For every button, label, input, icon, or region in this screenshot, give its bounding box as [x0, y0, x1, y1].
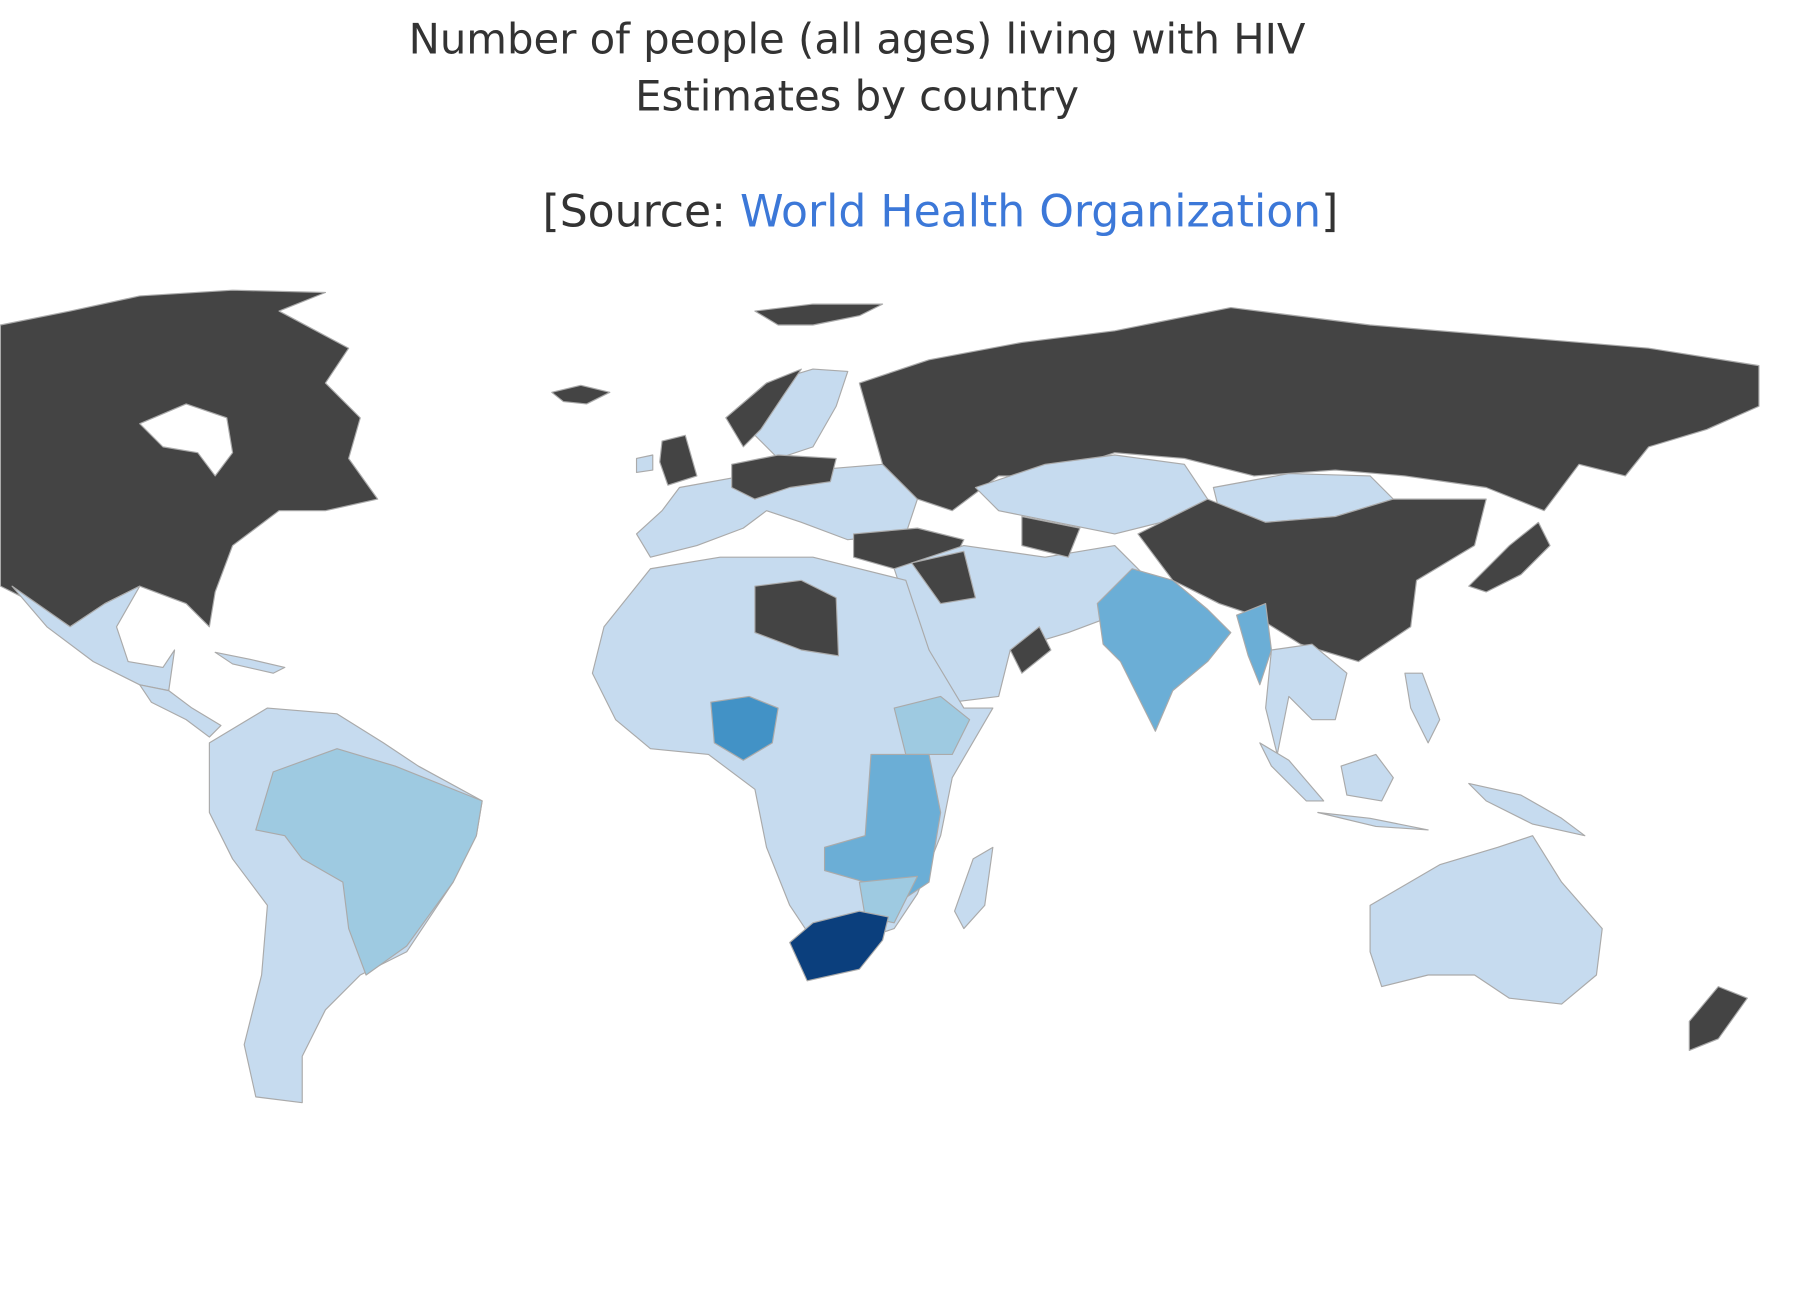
hudson-bay [139, 403, 234, 477]
source-prefix: [Source: [543, 186, 727, 237]
mexico [11, 585, 176, 692]
borneo [1340, 753, 1394, 802]
india [1096, 568, 1232, 732]
greenland [754, 303, 884, 326]
source-link[interactable]: World Health Organization [740, 186, 1321, 237]
japan [1468, 521, 1551, 593]
uk [659, 434, 698, 486]
madagascar [953, 846, 994, 930]
title: Number of people (all ages) living with … [409, 14, 1306, 63]
iceland [551, 384, 611, 405]
australia [1369, 835, 1603, 1005]
norway [725, 368, 802, 448]
caribbean [214, 651, 286, 674]
subtitle: Estimates by country [635, 71, 1079, 120]
oman [1009, 626, 1052, 674]
ireland [635, 454, 654, 473]
brazil [255, 748, 483, 976]
south-africa [789, 910, 889, 982]
china [1137, 498, 1487, 663]
new-zealand [1688, 986, 1748, 1052]
nigeria [710, 695, 779, 761]
central-america [139, 684, 222, 738]
new-guinea [1468, 782, 1586, 837]
western-europe [635, 463, 918, 558]
central-europe [731, 454, 837, 500]
sumatra [1259, 742, 1325, 802]
java [1317, 811, 1429, 831]
iraq-syria [911, 550, 977, 605]
ethiopia [893, 695, 971, 756]
world-map [0, 289, 1760, 1104]
turkmenistan [1021, 515, 1081, 558]
libya [754, 579, 840, 657]
indochina [1265, 643, 1348, 756]
canada-usa [0, 289, 379, 628]
philippines [1404, 672, 1441, 744]
myanmar [1236, 602, 1273, 686]
source-suffix: ] [1321, 186, 1338, 237]
mozambique-zimbabwe [858, 875, 918, 924]
source-line: [Source: World Health Organization] [543, 186, 1339, 237]
